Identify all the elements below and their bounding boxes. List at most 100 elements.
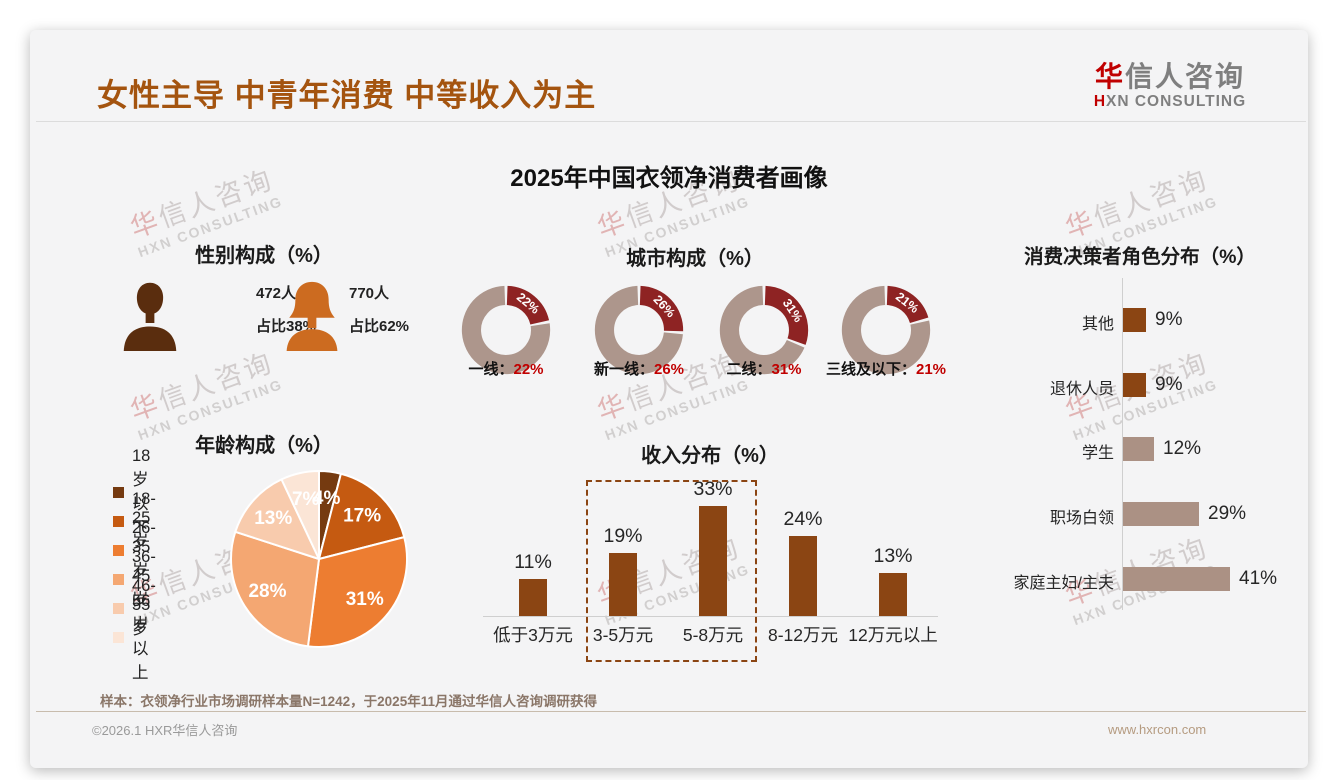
- pie-slice-label: 13%: [254, 508, 292, 529]
- legend-item: 56岁以上: [113, 592, 150, 682]
- income-category-label: 低于3万元: [493, 625, 573, 645]
- role-value-label: 29%: [1208, 503, 1247, 524]
- income-value-label: 13%: [873, 545, 913, 567]
- role-value-label: 12%: [1163, 438, 1202, 459]
- legend-item: 26-35岁: [113, 519, 156, 580]
- pie-slice: [318, 472, 406, 560]
- city-donut: 21%: [838, 282, 934, 378]
- donut-rest-arc: [594, 285, 683, 375]
- donut-svg: 26%: [594, 285, 684, 375]
- pie-slice-label: 17%: [343, 505, 381, 526]
- income-bar: [519, 579, 547, 616]
- pie-slice: [230, 530, 320, 648]
- role-category-label: 其他: [1081, 316, 1114, 333]
- legend-item: 18岁以下: [113, 447, 150, 537]
- donut-svg: 31%: [719, 285, 809, 375]
- role-category-label: 职场白领: [1049, 510, 1114, 527]
- role-bar: [1123, 373, 1146, 397]
- role-value-label: 41%: [1239, 568, 1278, 589]
- gender-section-title: 性别构成（%）: [195, 245, 333, 267]
- income-category-label: 12万元以上: [848, 625, 938, 645]
- legend-swatch: [113, 486, 124, 498]
- role-category-label: 学生: [1081, 445, 1114, 462]
- male-count: 472人: [256, 285, 297, 302]
- pie-slice-label: 28%: [248, 581, 286, 602]
- pie-slice-label: 4%: [313, 488, 341, 509]
- income-axis-line: [483, 616, 938, 617]
- role-bar: [1123, 567, 1230, 591]
- donut-value-arc: [506, 285, 550, 326]
- city-donut: 31%: [716, 282, 812, 378]
- legend-swatch: [113, 515, 124, 527]
- legend-swatch: [113, 544, 124, 556]
- donut-value-arc: [886, 285, 929, 324]
- male-person-icon: [123, 282, 177, 351]
- donut-caption: 三线及以下：21%: [825, 361, 947, 378]
- donut-caption: 一线：22%: [468, 361, 544, 378]
- income-value-label: 24%: [783, 508, 823, 530]
- roles-axis-line: [1122, 278, 1123, 610]
- role-bar: [1123, 502, 1199, 526]
- donut-svg: 22%: [461, 285, 551, 375]
- copyright-text: ©2026.1 HXR华信人咨询: [92, 723, 238, 738]
- income-bar-chart: 11% 低于3万元 19% 3-5万元 33% 5-8万元 24% 8-12万元 13% 12万元…: [480, 468, 955, 673]
- city-donut: 22%: [458, 282, 554, 378]
- company-logo: 华信人咨询 HXN CONSULTING: [1092, 61, 1248, 110]
- legend-item: 46-55岁: [113, 577, 156, 638]
- sample-note: 样本：衣领净行业市场调研样本量N=1242，于2025年11月通过华信人咨询调研…: [100, 694, 597, 709]
- donut-rest-arc: [841, 285, 931, 375]
- income-highlight-box: [586, 480, 757, 662]
- female-count: 770人: [349, 285, 390, 302]
- chart-main-title: 2025年中国衣领净消费者画像: [510, 165, 828, 192]
- logo-english: HXN CONSULTING: [1093, 92, 1247, 110]
- pie-slice: [234, 478, 320, 560]
- role-bar: [1123, 437, 1154, 461]
- income-category-label: 8-12万元: [767, 625, 839, 645]
- income-value-label: 33%: [693, 478, 733, 500]
- donut-rest-arc: [461, 285, 551, 375]
- male-share: 占比38%: [256, 318, 317, 335]
- legend-item: 36-45岁: [113, 548, 156, 609]
- donut-svg: 21%: [841, 285, 931, 375]
- income-value-label: 11%: [514, 551, 552, 573]
- role-category-label: 家庭主妇/主夫: [1013, 575, 1114, 592]
- income-section-title: 收入分布（%）: [641, 445, 779, 467]
- city-donut: 26%: [591, 282, 687, 378]
- income-bar: [789, 536, 817, 616]
- pie-slice-label: 7%: [292, 489, 320, 510]
- income-bar: [609, 553, 637, 616]
- legend-swatch: [113, 631, 124, 643]
- legend-swatch: [113, 573, 124, 585]
- footer-divider: [36, 711, 1306, 712]
- pie-slice: [306, 536, 408, 648]
- role-category-label: 退休人员: [1049, 381, 1114, 398]
- pie-slice: [280, 470, 320, 560]
- roles-section-title: 消费决策者角色分布（%）: [1024, 246, 1256, 268]
- donut-value-arc: [639, 285, 684, 332]
- logo-chinese: 华信人咨询: [1094, 61, 1246, 92]
- roles-hbar-chart: 其他 9% 退休人员 9% 学生 12% 职场白领 29% 家庭主妇/主夫 41%: [1000, 270, 1320, 615]
- donut-caption: 新一线：26%: [593, 361, 685, 378]
- income-bar: [699, 506, 727, 616]
- role-value-label: 9%: [1155, 309, 1183, 330]
- female-share: 占比62%: [349, 318, 410, 335]
- donut-caption: 二线：31%: [726, 361, 802, 378]
- donut-rest-arc: [719, 285, 805, 375]
- income-bar: [879, 573, 907, 616]
- income-category-label: 3-5万元: [592, 625, 654, 645]
- website-text: www.hxrcon.com: [1108, 722, 1207, 737]
- age-pie-chart: 4%17% 31% 28% 13%7%: [230, 469, 408, 648]
- page-title: 女性主导 中青年消费 中等收入为主: [97, 78, 597, 113]
- role-value-label: 9%: [1155, 374, 1183, 395]
- income-value-label: 19%: [603, 525, 643, 547]
- role-bar: [1123, 308, 1146, 332]
- legend-swatch: [113, 602, 124, 614]
- female-person-icon: [286, 281, 338, 351]
- age-section-title: 年龄构成（%）: [195, 435, 333, 457]
- slide-card: [30, 30, 1308, 768]
- legend-item: 18-25岁: [113, 490, 156, 551]
- pie-slice-label: 31%: [346, 589, 384, 610]
- donut-value-arc: [764, 285, 809, 345]
